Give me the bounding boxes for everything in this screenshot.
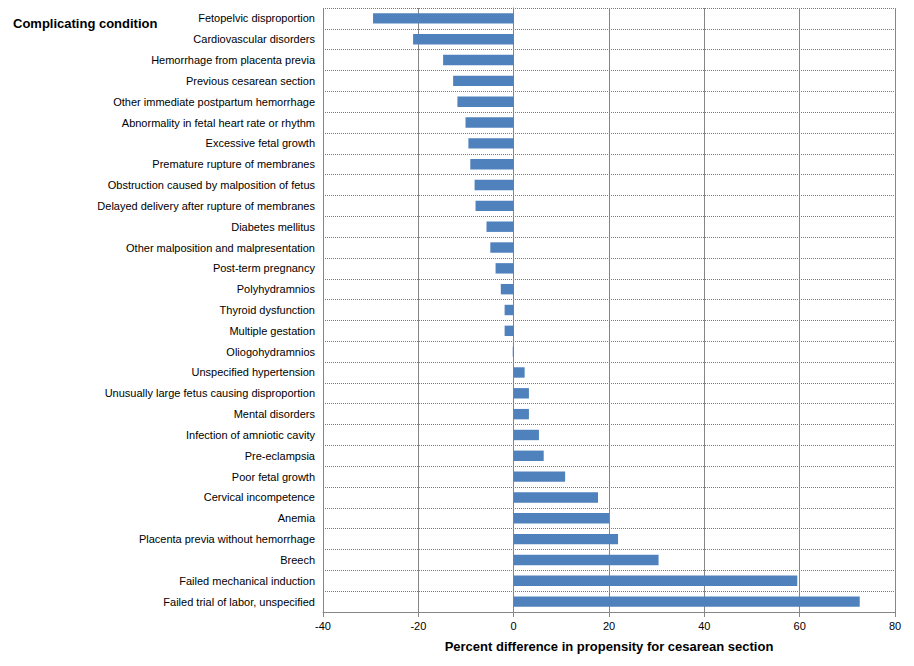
svg-text:60: 60 xyxy=(794,620,806,632)
svg-text:Unspecified hypertension: Unspecified hypertension xyxy=(191,366,315,378)
svg-text:40: 40 xyxy=(698,620,710,632)
svg-text:Percent difference in propensi: Percent difference in propensity for ces… xyxy=(445,639,774,654)
svg-text:Placenta previa without hemorr: Placenta previa without hemorrhage xyxy=(139,533,315,545)
svg-text:Failed trial of labor, unspeci: Failed trial of labor, unspecified xyxy=(163,596,315,608)
svg-text:Cardiovascular disorders: Cardiovascular disorders xyxy=(193,33,315,45)
svg-text:-20: -20 xyxy=(410,620,426,632)
svg-text:Obstruction caused by malposit: Obstruction caused by malposition of fet… xyxy=(108,179,316,191)
svg-text:Infection of amniotic cavity: Infection of amniotic cavity xyxy=(186,429,316,441)
svg-text:Oliogohydramnios: Oliogohydramnios xyxy=(226,346,315,358)
svg-text:Pre-eclampsia: Pre-eclampsia xyxy=(245,450,316,462)
svg-text:Poor fetal growth: Poor fetal growth xyxy=(232,471,315,483)
svg-text:80: 80 xyxy=(889,620,901,632)
svg-text:Excessive fetal growth: Excessive fetal growth xyxy=(206,137,315,149)
svg-text:Anemia: Anemia xyxy=(278,512,316,524)
svg-text:Previous cesarean section: Previous cesarean section xyxy=(186,75,315,87)
svg-text:Abnormality in fetal heart rat: Abnormality in fetal heart rate or rhyth… xyxy=(122,117,315,129)
svg-text:-40: -40 xyxy=(315,620,331,632)
svg-text:Multiple gestation: Multiple gestation xyxy=(229,325,315,337)
svg-text:Breech: Breech xyxy=(280,554,315,566)
svg-text:Unusually large fetus causing: Unusually large fetus causing disproport… xyxy=(105,387,315,399)
svg-text:Post-term pregnancy: Post-term pregnancy xyxy=(213,262,316,274)
svg-text:Diabetes mellitus: Diabetes mellitus xyxy=(231,221,315,233)
svg-text:Fetopelvic disproportion: Fetopelvic disproportion xyxy=(198,12,315,24)
svg-text:Other malposition and malprese: Other malposition and malpresentation xyxy=(126,242,315,254)
svg-text:Mental disorders: Mental disorders xyxy=(234,408,316,420)
svg-text:20: 20 xyxy=(603,620,615,632)
svg-text:Polyhydramnios: Polyhydramnios xyxy=(237,283,316,295)
svg-text:Failed mechanical induction: Failed mechanical induction xyxy=(179,575,315,587)
svg-text:Cervical incompetence: Cervical incompetence xyxy=(204,491,315,503)
svg-text:Thyroid dysfunction: Thyroid dysfunction xyxy=(220,304,315,316)
svg-text:Delayed delivery after rupture: Delayed delivery after rupture of membra… xyxy=(97,200,315,212)
svg-text:0: 0 xyxy=(511,620,517,632)
svg-text:Hemorrhage from placenta previ: Hemorrhage from placenta previa xyxy=(151,54,316,66)
svg-text:Complicating condition: Complicating condition xyxy=(13,16,157,31)
svg-text:Premature rupture of membranes: Premature rupture of membranes xyxy=(152,158,315,170)
svg-text:Other immediate postpartum hem: Other immediate postpartum hemorrhage xyxy=(113,96,315,108)
